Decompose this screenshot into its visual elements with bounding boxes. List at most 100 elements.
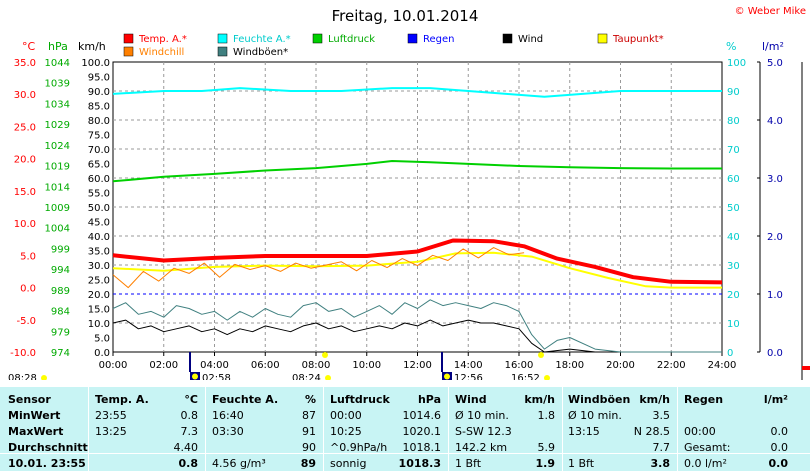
press-tick-label: 1039 bbox=[45, 79, 70, 90]
moon-icon bbox=[192, 373, 198, 380]
x-tick-label: 04:00 bbox=[200, 360, 229, 371]
table-header: Regen bbox=[684, 393, 724, 406]
wind-tick-label: 50.0 bbox=[88, 203, 110, 214]
table-cell: 00:00 bbox=[330, 409, 362, 422]
table-cell: 142.2 km bbox=[455, 441, 508, 454]
temp-tick-label: -10.0 bbox=[10, 348, 36, 359]
table-header: Sensor bbox=[8, 393, 51, 406]
table-value: 90 bbox=[302, 441, 316, 454]
wind-tick-label: 30.0 bbox=[88, 261, 110, 272]
legend-label: Windböen* bbox=[233, 47, 288, 58]
table-cell: Ø 10 min. bbox=[568, 409, 622, 422]
legend-label: Regen bbox=[423, 34, 455, 45]
series-wind bbox=[112, 319, 722, 353]
legend-label: Windchill bbox=[139, 47, 184, 58]
press-tick-label: 999 bbox=[51, 244, 70, 255]
table-cell: 1 Bft bbox=[568, 457, 595, 470]
table-value: 1014.6 bbox=[402, 409, 442, 422]
sunset-marker bbox=[538, 352, 544, 358]
humidity-axis-header: % bbox=[726, 40, 736, 53]
sun-time: 08:24 bbox=[292, 373, 321, 380]
humidity-tick-label: 80 bbox=[727, 116, 740, 127]
table-value: 7.7 bbox=[652, 441, 671, 454]
wind-tick-label: 25.0 bbox=[88, 276, 110, 287]
rain-tick-label: 5.0 bbox=[767, 58, 783, 69]
table-column-divider bbox=[448, 387, 449, 471]
table-value: 91 bbox=[302, 425, 316, 438]
press-tick-label: 1004 bbox=[45, 224, 70, 235]
legend-swatch bbox=[217, 33, 228, 44]
wind-tick-label: 15.0 bbox=[88, 305, 110, 316]
temp-tick-label: 5.0 bbox=[20, 251, 36, 262]
series-lines bbox=[112, 87, 723, 353]
sun-time: 08:28 bbox=[8, 373, 37, 380]
table-header-unit: km/h bbox=[639, 393, 670, 406]
x-tick-label: 08:00 bbox=[302, 360, 331, 371]
table-value: 0.0 bbox=[770, 425, 789, 438]
table-cell: 1 Bft bbox=[455, 457, 482, 470]
legend-label: Wind bbox=[518, 34, 543, 45]
sun-icon bbox=[325, 375, 331, 380]
wind-tick-label: 0.0 bbox=[94, 348, 110, 359]
humidity-tick-label: 70 bbox=[727, 145, 740, 156]
table-row-label: MaxWert bbox=[8, 425, 64, 438]
temp-tick-label: 30.0 bbox=[14, 90, 36, 101]
x-tick-label: 20:00 bbox=[606, 360, 635, 371]
table-row-label: MinWert bbox=[8, 409, 61, 422]
wind-tick-label: 75.0 bbox=[88, 131, 110, 142]
table-cell: 13:15 bbox=[568, 425, 600, 438]
stats-table: Sensor Temp. A. °C Feuchte A.% Luftdruck hPa W… bbox=[0, 387, 810, 471]
table-column-divider bbox=[205, 387, 206, 471]
table-value: 0.0 bbox=[770, 441, 789, 454]
table-column-divider bbox=[323, 387, 324, 471]
legend-swatch bbox=[407, 33, 418, 44]
humidity-tick-label: 100 bbox=[727, 58, 746, 69]
wind-tick-label: 95.0 bbox=[88, 73, 110, 84]
humidity-tick-label: 0 bbox=[727, 348, 733, 359]
sun-time: 16:52 bbox=[511, 373, 540, 380]
table-header-unit: °C bbox=[184, 393, 198, 406]
x-tick-label: 16:00 bbox=[505, 360, 534, 371]
x-tick-label: 22:00 bbox=[657, 360, 686, 371]
humidity-tick-label: 40 bbox=[727, 232, 740, 243]
table-header: Windböen bbox=[568, 393, 631, 406]
table-header: Wind bbox=[455, 393, 487, 406]
table-cell: 0.0 l/m² bbox=[684, 457, 727, 470]
table-value: 1.8 bbox=[537, 409, 556, 422]
table-value: 0.8 bbox=[178, 457, 199, 470]
table-row-label: Durchschnitt bbox=[8, 441, 88, 454]
table-value: 3.8 bbox=[650, 457, 671, 470]
sun-icon bbox=[544, 375, 550, 380]
rain-tick-label: 3.0 bbox=[767, 174, 783, 185]
x-tick-label: 06:00 bbox=[251, 360, 280, 371]
moon-time: 02:58 bbox=[202, 373, 231, 380]
legend-swatch bbox=[123, 33, 134, 44]
temp-tick-label: 20.0 bbox=[14, 155, 36, 166]
table-column-divider bbox=[562, 387, 563, 471]
table-value: 0.0 bbox=[768, 457, 789, 470]
table-cell: 4.56 g/m³ bbox=[212, 457, 266, 470]
table-cell: sonnig bbox=[330, 457, 367, 470]
legend-swatch bbox=[123, 46, 134, 57]
table-value: 0.8 bbox=[180, 409, 199, 422]
copyright: © Weber Mike bbox=[735, 6, 806, 17]
legend-label: Feuchte A.* bbox=[233, 34, 291, 45]
rain-axis-header: l/m² bbox=[762, 40, 784, 53]
x-tick-label: 12:00 bbox=[403, 360, 432, 371]
wind-tick-label: 35.0 bbox=[88, 247, 110, 258]
rain-tick-label: 2.0 bbox=[767, 232, 783, 243]
sun-moon-times: 08:28 02:58 08:24 12:56 16:52 bbox=[8, 352, 550, 380]
table-cell: 23:55 bbox=[95, 409, 127, 422]
chart-title: Freitag, 10.01.2014 bbox=[332, 7, 479, 25]
rain-tick-label: 1.0 bbox=[767, 290, 783, 301]
table-value: N 28.5 bbox=[633, 425, 670, 438]
x-tick-label: 24:00 bbox=[708, 360, 737, 371]
series-taupunkt bbox=[112, 251, 722, 289]
wind-tick-label: 45.0 bbox=[88, 218, 110, 229]
table-header-unit: km/h bbox=[524, 393, 555, 406]
legend-swatch bbox=[597, 33, 608, 44]
humidity-tick-label: 50 bbox=[727, 203, 740, 214]
edge-mark bbox=[802, 366, 810, 370]
press-tick-label: 1009 bbox=[45, 203, 70, 214]
temp-axis-header: °C bbox=[22, 40, 36, 53]
